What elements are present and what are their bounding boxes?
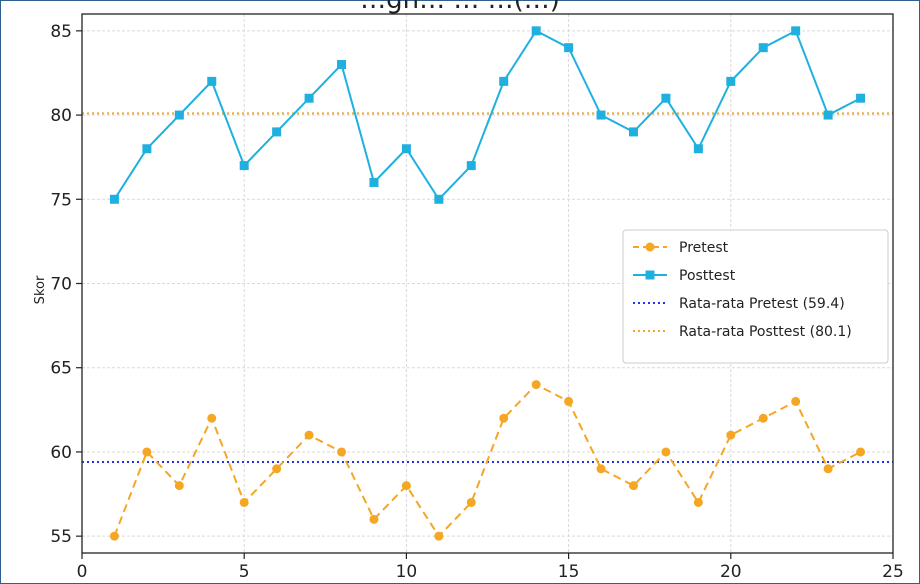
data-point: [337, 60, 347, 70]
legend-marker: [645, 270, 655, 280]
x-tick-label: 25: [882, 562, 904, 582]
data-point: [823, 464, 833, 474]
data-point: [142, 447, 152, 457]
y-tick-label: 60: [50, 443, 72, 463]
x-tick-label: 10: [396, 562, 418, 582]
grid: [81, 14, 894, 553]
data-point: [661, 93, 671, 103]
data-point: [499, 76, 509, 86]
data-point: [564, 396, 574, 406]
y-tick-label: 65: [50, 359, 72, 379]
y-tick-label: 70: [50, 275, 72, 295]
data-point: [434, 531, 444, 541]
data-point: [596, 464, 606, 474]
data-point: [272, 127, 282, 137]
data-point: [531, 26, 541, 36]
data-point: [823, 110, 833, 120]
data-point: [466, 161, 476, 171]
data-point: [628, 481, 638, 491]
data-point: [207, 76, 217, 86]
data-point: [109, 194, 119, 204]
data-point: [726, 76, 736, 86]
x-tick-label: 20: [720, 562, 742, 582]
data-point: [628, 127, 638, 137]
data-point: [401, 144, 411, 154]
series-line-posttest: [113, 29, 862, 201]
series-line-pretest: [113, 383, 862, 538]
legend-box: [622, 229, 889, 364]
data-point: [207, 413, 217, 423]
data-point: [693, 497, 703, 507]
data-point: [337, 447, 347, 457]
data-point: [174, 110, 184, 120]
x-tick-label: 5: [239, 562, 250, 582]
data-point: [564, 43, 574, 53]
series-group: [109, 26, 866, 541]
data-point: [401, 481, 411, 491]
legend: Pretest Posttest Rata-rata Pretest (59.4) R…: [622, 229, 889, 364]
data-point: [661, 447, 671, 457]
y-tick-label: 75: [50, 190, 72, 210]
legend-label: Posttest: [679, 268, 736, 284]
data-point: [791, 26, 801, 36]
data-point: [726, 430, 736, 440]
x-tick-label: 0: [77, 562, 88, 582]
legend-marker: [645, 242, 655, 252]
data-point: [434, 194, 444, 204]
data-point: [369, 177, 379, 187]
y-tick-label: 85: [50, 22, 72, 42]
legend-label: Rata-rata Posttest (80.1): [679, 324, 852, 340]
data-point: [791, 396, 801, 406]
y-tick-label: 55: [50, 527, 72, 547]
data-point: [369, 514, 379, 524]
data-point: [758, 413, 768, 423]
data-point: [758, 43, 768, 53]
data-point: [499, 413, 509, 423]
x-tick-label: 15: [558, 562, 580, 582]
chart-title: …gn… … …(…): [360, 0, 560, 15]
data-point: [856, 447, 866, 457]
axes: 0 5 10 15 20 25 55 60 65 70 75 80 85: [50, 13, 904, 582]
data-point: [596, 110, 606, 120]
data-point: [174, 481, 184, 491]
data-point: [856, 93, 866, 103]
data-point: [239, 161, 249, 171]
data-point: [304, 93, 314, 103]
data-point: [142, 144, 152, 154]
data-point: [109, 531, 119, 541]
data-point: [304, 430, 314, 440]
data-point: [466, 497, 476, 507]
legend-label: Pretest: [679, 240, 729, 256]
data-point: [531, 380, 541, 390]
legend-label: Rata-rata Pretest (59.4): [679, 296, 845, 312]
y-axis-label: Skor: [33, 275, 48, 304]
data-point: [693, 144, 703, 154]
data-point: [272, 464, 282, 474]
data-point: [239, 497, 249, 507]
y-tick-label: 80: [50, 106, 72, 126]
